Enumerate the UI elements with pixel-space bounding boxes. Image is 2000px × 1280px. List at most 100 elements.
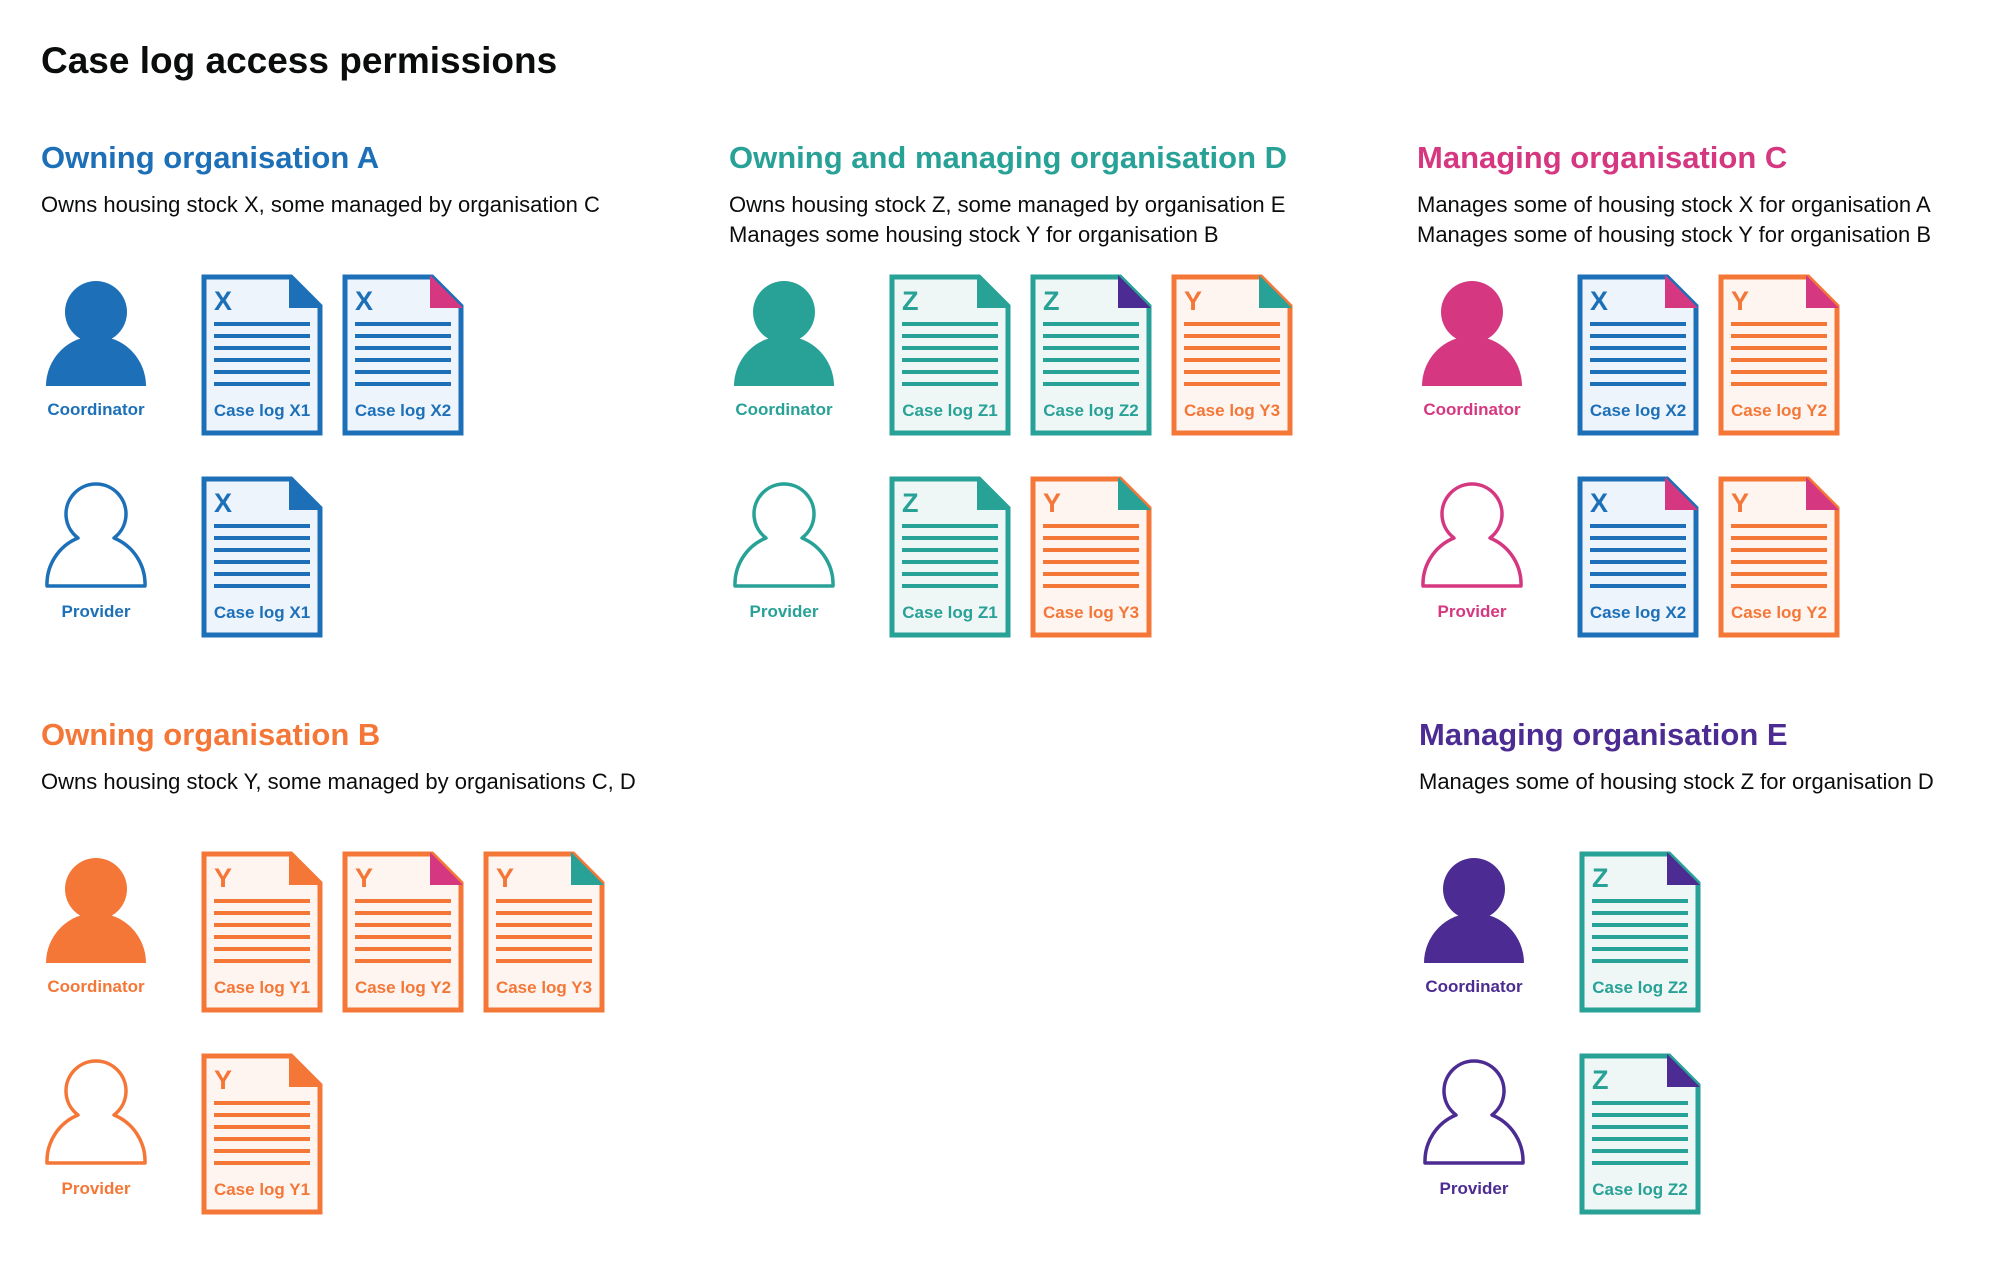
case-log-document-icon: Z Case log Z1 xyxy=(889,274,1011,436)
case-log-document: Y Case log Y1 xyxy=(201,1053,323,1215)
case-log-document: Y Case log Y3 xyxy=(1030,476,1152,638)
text-line xyxy=(355,935,451,939)
text-line xyxy=(902,322,998,326)
description-line: Manages some of housing stock Y for orga… xyxy=(1417,222,1932,247)
person-coordinator: Coordinator xyxy=(41,280,151,420)
text-line xyxy=(214,322,310,326)
text-line xyxy=(214,548,310,552)
document-label: Case log Z2 xyxy=(1043,401,1138,420)
text-line xyxy=(1590,524,1686,528)
text-line xyxy=(496,935,592,939)
document-label: Case log Y1 xyxy=(214,1180,310,1199)
person-filled-icon xyxy=(46,858,146,963)
text-line xyxy=(1592,1137,1688,1141)
section-owning-managing-organisation-d: Owning and managing organisation D Owns h… xyxy=(729,140,1389,680)
text-line xyxy=(1731,536,1827,540)
text-line xyxy=(1731,358,1827,362)
text-line xyxy=(355,346,451,350)
role-label: Provider xyxy=(61,1179,131,1198)
text-line xyxy=(902,370,998,374)
document-label: Case log Y1 xyxy=(214,978,310,997)
document-label: Case log Y3 xyxy=(1043,603,1139,622)
person-coordinator: Coordinator xyxy=(1419,857,1529,997)
section-description: Manages some of housing stock Z for orga… xyxy=(1419,767,1934,797)
text-line xyxy=(902,346,998,350)
folded-corner xyxy=(1118,275,1151,308)
case-log-document-icon: X Case log X2 xyxy=(342,274,464,436)
folded-corner xyxy=(430,852,463,885)
case-log-document-icon: Z Case log Z2 xyxy=(1579,1053,1701,1215)
case-log-document-icon: X Case log X2 xyxy=(1577,274,1699,436)
person-outline-icon xyxy=(1423,1059,1525,1165)
text-line xyxy=(214,346,310,350)
text-line xyxy=(1043,322,1139,326)
text-line xyxy=(214,1125,310,1129)
case-log-document-icon: X Case log X2 xyxy=(1577,476,1699,638)
document-letter: Z xyxy=(902,488,919,518)
document-label: Case log X1 xyxy=(214,401,310,420)
case-log-document: Z Case log Z1 xyxy=(889,476,1011,638)
text-line xyxy=(496,911,592,915)
document-label: Case log Z2 xyxy=(1592,1180,1687,1199)
text-line xyxy=(1592,1149,1688,1153)
folded-corner xyxy=(1806,477,1839,510)
folded-corner xyxy=(289,1054,322,1087)
document-label: Case log Y2 xyxy=(355,978,451,997)
person-provider: Provider xyxy=(1417,482,1527,622)
person-provider: Provider xyxy=(1419,1059,1529,1199)
folded-corner xyxy=(1665,275,1698,308)
document-letter: Y xyxy=(1731,286,1749,316)
case-log-document-icon: Z Case log Z1 xyxy=(889,476,1011,638)
text-line xyxy=(1590,322,1686,326)
text-line xyxy=(496,923,592,927)
document-letter: Z xyxy=(902,286,919,316)
text-line xyxy=(1043,370,1139,374)
document-letter: Y xyxy=(1731,488,1749,518)
text-line xyxy=(214,899,310,903)
text-line xyxy=(214,911,310,915)
text-line xyxy=(214,334,310,338)
case-log-document: Y Case log Y2 xyxy=(1718,274,1840,436)
role-row-coordinator: Coordinator Y Case log Y1 Y Case log Y2 Y Case… xyxy=(41,851,701,1016)
description-line: Owns housing stock X, some managed by or… xyxy=(41,192,600,217)
text-line xyxy=(214,947,310,951)
text-line xyxy=(214,1137,310,1141)
text-line xyxy=(1592,959,1688,963)
section-description: Owns housing stock X, some managed by or… xyxy=(41,190,600,220)
document-label: Case log X1 xyxy=(214,603,310,622)
text-line xyxy=(1590,560,1686,564)
text-line xyxy=(1592,1113,1688,1117)
section-heading: Owning and managing organisation D xyxy=(729,140,1288,175)
text-line xyxy=(1592,1125,1688,1129)
text-line xyxy=(355,947,451,951)
person-outline-icon xyxy=(45,1059,147,1165)
section-heading: Managing organisation E xyxy=(1419,717,1788,752)
text-line xyxy=(1731,334,1827,338)
role-row-coordinator: Coordinator X Case log X1 X Case log X2 xyxy=(41,274,701,439)
text-line xyxy=(902,358,998,362)
person-outline-icon xyxy=(45,482,147,588)
text-line xyxy=(1043,334,1139,338)
case-log-document-icon: Y Case log Y2 xyxy=(1718,274,1840,436)
text-line xyxy=(214,536,310,540)
folded-corner xyxy=(1665,477,1698,510)
section-heading: Owning organisation B xyxy=(41,717,381,752)
case-log-document-icon: Y Case log Y3 xyxy=(483,851,605,1013)
description-line: Owns housing stock Z, some managed by or… xyxy=(729,192,1286,217)
role-row-coordinator: Coordinator X Case log X2 Y Case log Y2 xyxy=(1417,274,2000,439)
document-label: Case log Z1 xyxy=(902,603,997,622)
text-line xyxy=(902,536,998,540)
role-row-provider: Provider X Case log X2 Y Case log Y2 xyxy=(1417,476,2000,641)
case-log-document: Z Case log Z1 xyxy=(889,274,1011,436)
text-line xyxy=(1184,370,1280,374)
folded-corner xyxy=(977,275,1010,308)
document-label: Case log Z2 xyxy=(1592,978,1687,997)
person-outline-icon xyxy=(733,482,835,588)
text-line xyxy=(902,548,998,552)
person-outline-icon xyxy=(1421,482,1523,588)
text-line xyxy=(1590,548,1686,552)
document-label: Case log X2 xyxy=(1590,401,1686,420)
text-line xyxy=(1043,524,1139,528)
person-filled-icon xyxy=(1422,281,1522,386)
case-log-document: X Case log X1 xyxy=(201,274,323,436)
